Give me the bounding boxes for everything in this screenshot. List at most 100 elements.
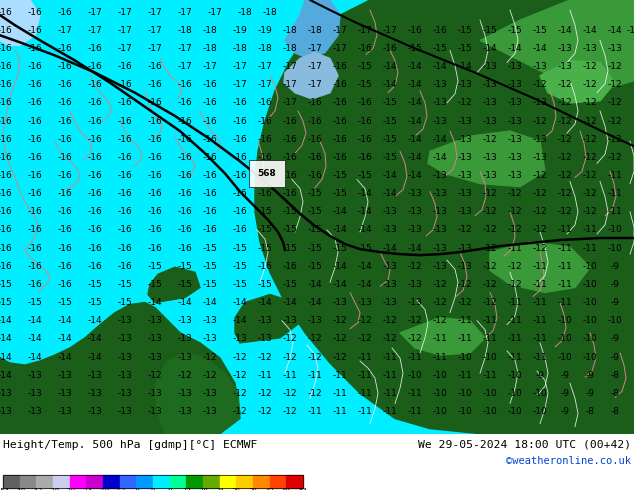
Text: -16: -16 bbox=[28, 207, 42, 216]
Text: -16: -16 bbox=[58, 117, 72, 125]
Text: -12: -12 bbox=[233, 407, 247, 416]
Text: 12: 12 bbox=[182, 489, 191, 490]
Text: -8: -8 bbox=[611, 370, 619, 380]
Text: -13: -13 bbox=[482, 153, 498, 162]
Text: -15: -15 bbox=[148, 262, 162, 271]
Text: -11: -11 bbox=[508, 244, 522, 252]
Text: -11: -11 bbox=[558, 298, 573, 307]
Text: -16: -16 bbox=[283, 262, 297, 271]
Text: -15: -15 bbox=[358, 244, 372, 252]
Text: -17: -17 bbox=[203, 62, 217, 71]
Text: -11: -11 bbox=[607, 171, 623, 180]
Text: -16: -16 bbox=[87, 244, 102, 252]
Text: -13: -13 bbox=[432, 262, 448, 271]
Text: -13: -13 bbox=[508, 153, 522, 162]
Text: -16: -16 bbox=[333, 135, 347, 144]
Text: -16: -16 bbox=[118, 262, 133, 271]
Text: -12: -12 bbox=[533, 244, 547, 252]
Text: -9: -9 bbox=[611, 280, 619, 289]
Text: -13: -13 bbox=[383, 262, 398, 271]
Text: -11: -11 bbox=[508, 316, 522, 325]
Text: -11: -11 bbox=[333, 370, 347, 380]
Text: -16: -16 bbox=[283, 153, 297, 162]
Text: -16: -16 bbox=[233, 189, 247, 198]
Text: -16: -16 bbox=[148, 207, 162, 216]
Text: -10: -10 bbox=[432, 389, 448, 398]
Text: -10: -10 bbox=[583, 316, 597, 325]
Text: -16: -16 bbox=[383, 44, 398, 53]
Text: -14: -14 bbox=[383, 80, 398, 89]
Text: -16: -16 bbox=[148, 171, 162, 180]
Text: -11: -11 bbox=[558, 244, 573, 252]
Text: -16: -16 bbox=[233, 117, 247, 125]
Polygon shape bbox=[0, 302, 240, 434]
Text: -16: -16 bbox=[28, 189, 42, 198]
Text: -12: -12 bbox=[583, 207, 597, 216]
Bar bbox=[70, 475, 86, 488]
Text: -13: -13 bbox=[203, 389, 217, 398]
Text: -13: -13 bbox=[432, 80, 448, 89]
Text: -17: -17 bbox=[333, 44, 347, 53]
Text: -13: -13 bbox=[458, 135, 472, 144]
Text: -14: -14 bbox=[333, 262, 347, 271]
Text: -16: -16 bbox=[0, 135, 13, 144]
Text: 48: 48 bbox=[282, 489, 291, 490]
Text: -15: -15 bbox=[358, 171, 372, 180]
Text: -13: -13 bbox=[458, 244, 472, 252]
Text: -13: -13 bbox=[118, 407, 133, 416]
Text: -16: -16 bbox=[178, 189, 192, 198]
Text: -13: -13 bbox=[432, 98, 448, 107]
Text: -11: -11 bbox=[383, 389, 398, 398]
Text: -15: -15 bbox=[307, 189, 322, 198]
Bar bbox=[103, 475, 120, 488]
Text: -17: -17 bbox=[233, 80, 247, 89]
Text: -13: -13 bbox=[482, 117, 498, 125]
Text: -12: -12 bbox=[508, 262, 522, 271]
Text: -18: -18 bbox=[262, 8, 278, 17]
Text: -18: -18 bbox=[283, 26, 297, 35]
Text: -13: -13 bbox=[148, 389, 162, 398]
Text: -12: -12 bbox=[458, 298, 472, 307]
Text: -16: -16 bbox=[87, 262, 102, 271]
Bar bbox=[287, 475, 303, 488]
Text: -16: -16 bbox=[307, 135, 322, 144]
Text: -10: -10 bbox=[533, 407, 547, 416]
Text: -13: -13 bbox=[458, 171, 472, 180]
Text: -17: -17 bbox=[148, 8, 162, 17]
Bar bbox=[269, 475, 287, 488]
Text: 18: 18 bbox=[198, 489, 207, 490]
Text: -8: -8 bbox=[611, 407, 619, 416]
Text: -11: -11 bbox=[307, 407, 322, 416]
Text: -16: -16 bbox=[0, 244, 13, 252]
Text: -16: -16 bbox=[307, 117, 322, 125]
Text: -16: -16 bbox=[148, 225, 162, 234]
Text: -10: -10 bbox=[558, 316, 573, 325]
Text: -11: -11 bbox=[358, 389, 372, 398]
Polygon shape bbox=[285, 0, 340, 58]
Text: -10: -10 bbox=[583, 280, 597, 289]
Text: -15: -15 bbox=[87, 298, 102, 307]
Text: -13: -13 bbox=[58, 389, 72, 398]
Text: -24: -24 bbox=[80, 489, 93, 490]
Bar bbox=[3, 475, 303, 488]
Text: -17: -17 bbox=[148, 44, 162, 53]
Text: -12: -12 bbox=[508, 207, 522, 216]
Text: -16: -16 bbox=[58, 171, 72, 180]
Text: -9: -9 bbox=[611, 352, 619, 362]
Text: -16: -16 bbox=[28, 44, 42, 53]
Text: -16: -16 bbox=[148, 80, 162, 89]
Text: 568: 568 bbox=[257, 169, 276, 178]
Text: -12: -12 bbox=[583, 171, 597, 180]
Text: -15: -15 bbox=[333, 171, 347, 180]
Text: -16: -16 bbox=[28, 280, 42, 289]
Text: -13: -13 bbox=[458, 117, 472, 125]
Text: -16: -16 bbox=[283, 171, 297, 180]
Text: -11: -11 bbox=[333, 407, 347, 416]
Text: -16: -16 bbox=[87, 207, 102, 216]
Text: -16: -16 bbox=[358, 98, 372, 107]
Text: -9: -9 bbox=[611, 334, 619, 343]
Text: -16: -16 bbox=[28, 244, 42, 252]
Text: -14: -14 bbox=[383, 171, 398, 180]
Text: -17: -17 bbox=[233, 62, 247, 71]
Text: -16: -16 bbox=[203, 98, 217, 107]
